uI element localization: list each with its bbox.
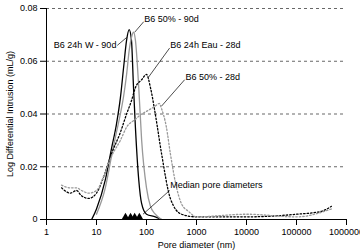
svg-text:10000: 10000 <box>234 227 259 237</box>
svg-text:100000: 100000 <box>281 227 311 237</box>
svg-text:1000000: 1000000 <box>329 227 360 237</box>
svg-text:0.08: 0.08 <box>20 3 38 13</box>
svg-text:Pore diameter (nm): Pore diameter (nm) <box>158 240 236 250</box>
svg-text:0.04: 0.04 <box>20 109 38 119</box>
svg-text:B6 24h Eau - 28d: B6 24h Eau - 28d <box>170 40 240 50</box>
svg-text:B6 24h W - 90d: B6 24h W - 90d <box>54 40 117 50</box>
svg-text:0.06: 0.06 <box>20 56 38 66</box>
svg-text:Median pore diameters: Median pore diameters <box>170 180 263 190</box>
svg-text:B6 50% - 90d: B6 50% - 90d <box>144 14 199 24</box>
svg-text:0.02: 0.02 <box>20 162 38 172</box>
svg-text:Log Differential Intrusion (mL: Log Differential Intrusion (mL/g) <box>5 51 15 177</box>
svg-text:0: 0 <box>32 214 37 224</box>
svg-text:10: 10 <box>91 227 101 237</box>
svg-text:1000: 1000 <box>186 227 206 237</box>
svg-text:B6 50% - 28d: B6 50% - 28d <box>185 72 240 82</box>
svg-text:1: 1 <box>44 227 49 237</box>
svg-text:100: 100 <box>139 227 154 237</box>
